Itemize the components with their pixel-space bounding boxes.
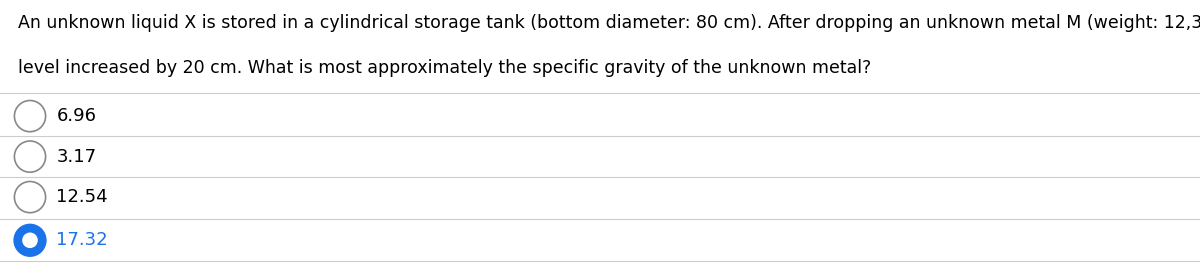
Text: level increased by 20 cm. What is most approximately the specific gravity of the: level increased by 20 cm. What is most a…	[18, 59, 871, 77]
Text: An unknown liquid X is stored in a cylindrical storage tank (bottom diameter: 80: An unknown liquid X is stored in a cylin…	[18, 14, 1200, 32]
Ellipse shape	[14, 225, 46, 256]
Text: 3.17: 3.17	[56, 148, 96, 166]
Text: 12.54: 12.54	[56, 188, 108, 206]
Ellipse shape	[22, 232, 38, 248]
Text: 6.96: 6.96	[56, 107, 96, 125]
Text: 17.32: 17.32	[56, 231, 108, 249]
